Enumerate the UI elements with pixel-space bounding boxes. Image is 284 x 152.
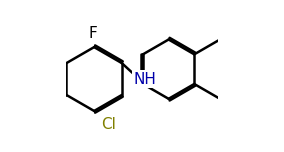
- Text: NH: NH: [133, 72, 156, 86]
- Text: F: F: [89, 26, 98, 41]
- Text: Cl: Cl: [101, 117, 116, 132]
